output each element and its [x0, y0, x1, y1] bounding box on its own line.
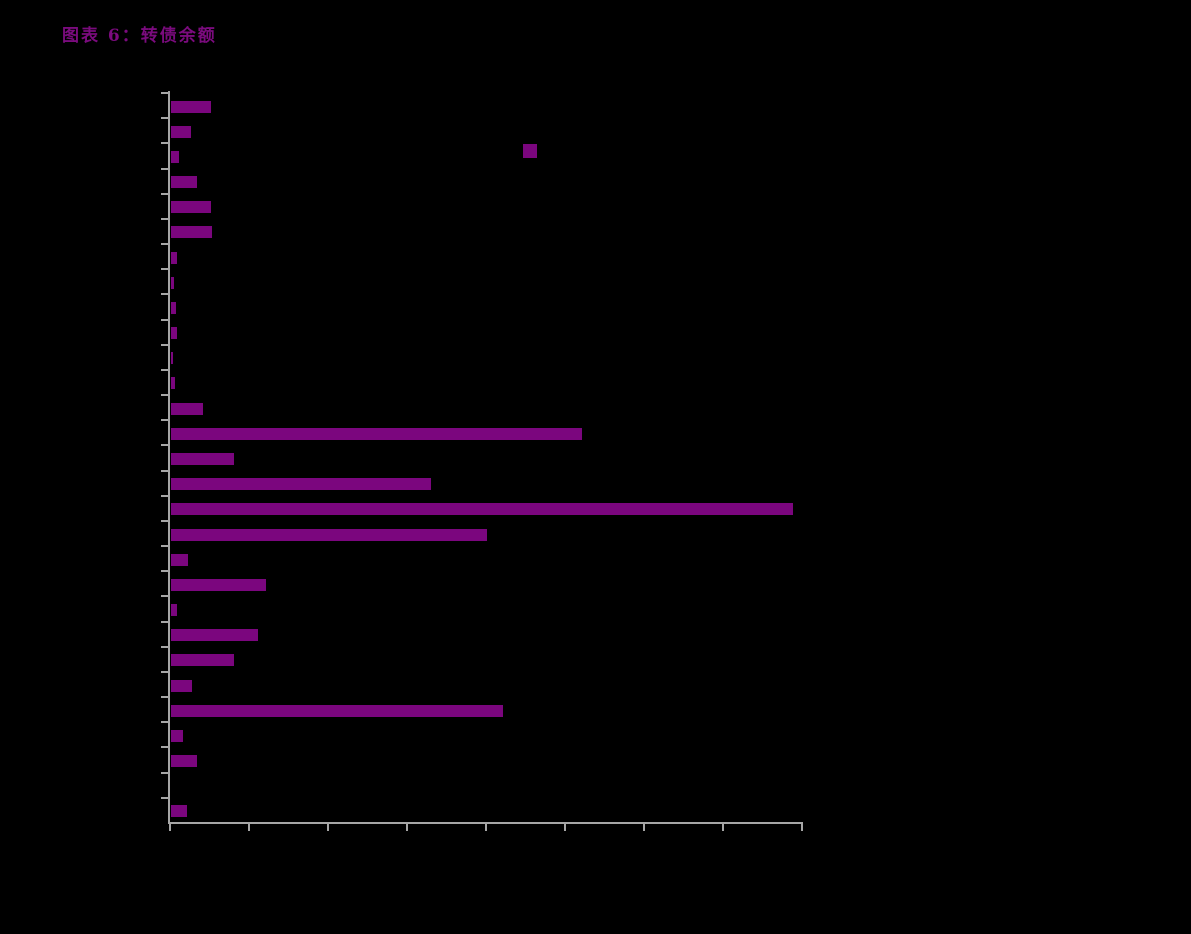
bar: [171, 604, 177, 616]
y-axis-tick: [161, 268, 169, 270]
y-axis-tick: [161, 746, 169, 748]
y-axis-tick: [161, 797, 169, 799]
y-axis-tick: [161, 721, 169, 723]
y-axis-tick: [161, 646, 169, 648]
y-axis-tick: [161, 696, 169, 698]
bar: [171, 277, 174, 289]
y-axis-tick: [161, 495, 169, 497]
x-axis-tick: [722, 824, 724, 831]
bar: [171, 101, 211, 113]
bar: [171, 428, 582, 440]
bar: [171, 705, 503, 717]
y-axis-tick: [161, 671, 169, 673]
y-axis-tick: [161, 394, 169, 396]
y-axis-tick: [161, 218, 169, 220]
bar: [171, 579, 266, 591]
bar: [171, 302, 176, 314]
y-axis-tick: [161, 419, 169, 421]
y-axis-tick: [161, 168, 169, 170]
y-axis-tick: [161, 520, 169, 522]
bar: [171, 503, 793, 515]
bar: [171, 352, 173, 364]
x-axis-tick: [485, 824, 487, 831]
bar: [171, 453, 234, 465]
bar: [171, 629, 258, 641]
bar: [171, 226, 212, 238]
bar: [171, 377, 175, 389]
x-axis-tick: [169, 824, 171, 831]
y-axis-tick: [161, 595, 169, 597]
bar: [171, 529, 487, 541]
y-axis: [168, 91, 170, 824]
x-axis-tick: [801, 824, 803, 831]
y-axis-tick: [161, 621, 169, 623]
bar: [171, 654, 234, 666]
x-axis-tick: [564, 824, 566, 831]
x-axis-tick: [643, 824, 645, 831]
y-axis-tick: [161, 92, 169, 94]
y-axis-tick: [161, 344, 169, 346]
x-axis-tick: [248, 824, 250, 831]
bar: [171, 126, 191, 138]
bar: [171, 252, 177, 264]
y-axis-tick: [161, 243, 169, 245]
bar: [171, 176, 197, 188]
y-axis-tick: [161, 193, 169, 195]
y-axis-tick: [161, 570, 169, 572]
bar: [171, 478, 431, 490]
bar: [171, 730, 183, 742]
bar: [171, 755, 197, 767]
bar: [171, 201, 211, 213]
y-axis-tick: [161, 470, 169, 472]
chart-title: 图表 6：转债余额: [62, 26, 217, 46]
legend-marker: [523, 144, 537, 158]
y-axis-tick: [161, 772, 169, 774]
bar: [171, 554, 188, 566]
x-axis-tick: [406, 824, 408, 831]
bar: [171, 680, 192, 692]
y-axis-tick: [161, 319, 169, 321]
y-axis-tick: [161, 545, 169, 547]
y-axis-tick: [161, 117, 169, 119]
bar: [171, 327, 177, 339]
bar: [171, 403, 203, 415]
y-axis-tick: [161, 293, 169, 295]
y-axis-tick: [161, 369, 169, 371]
bar: [171, 805, 187, 817]
bar: [171, 151, 179, 163]
y-axis-tick: [161, 444, 169, 446]
x-axis-tick: [327, 824, 329, 831]
y-axis-tick: [161, 142, 169, 144]
x-axis: [168, 822, 803, 824]
